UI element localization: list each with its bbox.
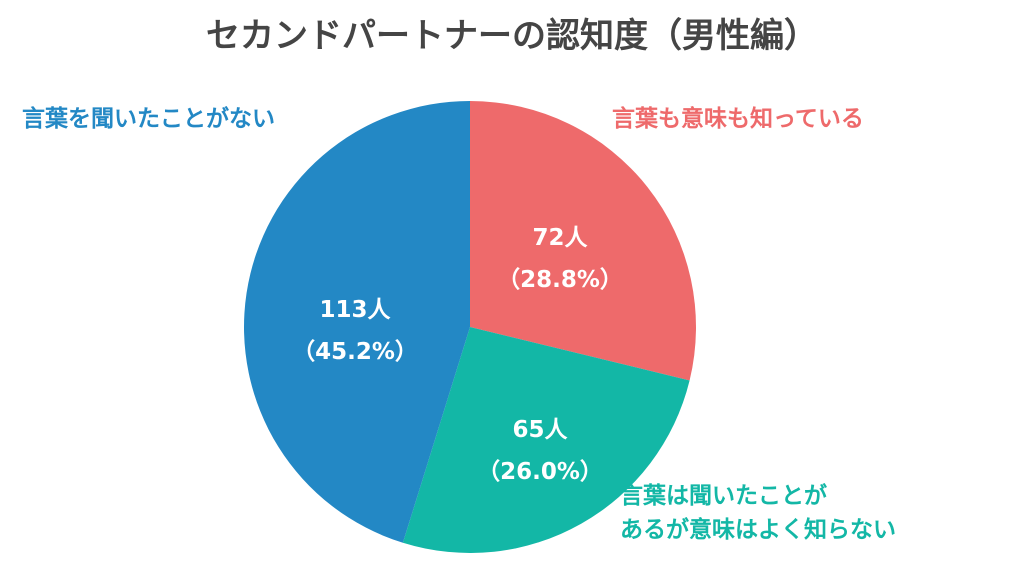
- pie-slice-1: [402, 327, 690, 553]
- category-label-heard-line2: あるが意味はよく知らない: [620, 517, 896, 543]
- category-label-heard-line1: 言葉は聞いたことが: [620, 483, 827, 509]
- category-label-know: 言葉も意味も知っている: [612, 106, 864, 132]
- slice-percent-label: （45.2%）: [292, 338, 418, 365]
- slice-count-label: 113人: [319, 297, 391, 323]
- category-label-heard: 言葉は聞いたことが あるが意味はよく知らない: [620, 479, 896, 547]
- pie-slice-2: [243, 101, 470, 543]
- chart-title: セカンドパートナーの認知度（男性編）: [206, 16, 818, 56]
- slice-percent-label: （26.0%）: [477, 458, 603, 485]
- slice-count-label: 72人: [532, 225, 588, 251]
- slice-percent-label: （28.8%）: [497, 266, 623, 293]
- category-label-never: 言葉を聞いたことがない: [22, 106, 275, 132]
- pie-slice-0: [470, 101, 696, 381]
- slice-count-label: 65人: [512, 417, 568, 443]
